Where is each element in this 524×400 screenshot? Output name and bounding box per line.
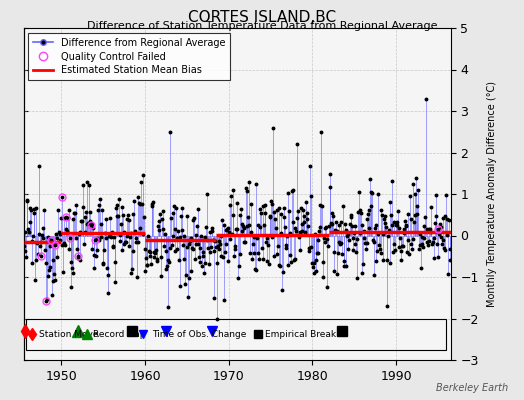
Text: Berkeley Earth: Berkeley Earth	[436, 383, 508, 393]
Text: CORTES ISLAND,BC: CORTES ISLAND,BC	[188, 10, 336, 25]
Text: Station Move: Station Move	[39, 330, 98, 338]
Y-axis label: Monthly Temperature Anomaly Difference (°C): Monthly Temperature Anomaly Difference (…	[487, 81, 497, 307]
Text: Difference of Station Temperature Data from Regional Average: Difference of Station Temperature Data f…	[87, 21, 437, 31]
Bar	[26, 318, 446, 350]
Text: Time of Obs. Change: Time of Obs. Change	[151, 330, 246, 338]
Text: Empirical Break: Empirical Break	[265, 330, 336, 338]
Text: Record Gap: Record Gap	[93, 330, 146, 338]
Legend: Difference from Regional Average, Quality Control Failed, Estimated Station Mean: Difference from Regional Average, Qualit…	[28, 33, 230, 80]
